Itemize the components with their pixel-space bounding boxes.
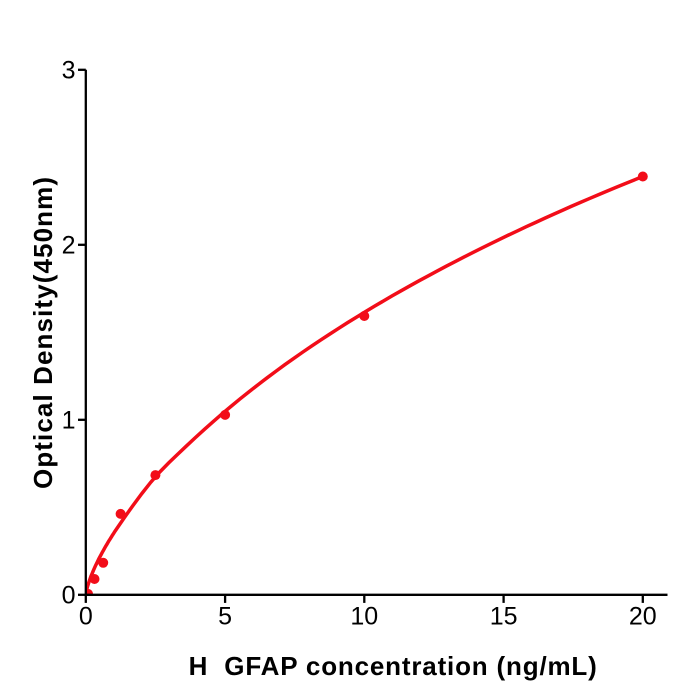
svg-text:10: 10 [350,603,378,631]
svg-text:15: 15 [490,603,518,631]
svg-text:1: 1 [62,407,76,435]
svg-text:2: 2 [62,232,76,260]
svg-text:20: 20 [629,603,657,631]
svg-text:0: 0 [79,603,93,631]
svg-text:5: 5 [218,603,232,631]
svg-text:0: 0 [62,582,76,610]
svg-text:3: 3 [62,57,76,85]
svg-text:H GFAP concentration (ng/mL): H GFAP concentration (ng/mL) [189,651,597,681]
svg-text:Optical Density(450nm): Optical Density(450nm) [28,177,58,489]
